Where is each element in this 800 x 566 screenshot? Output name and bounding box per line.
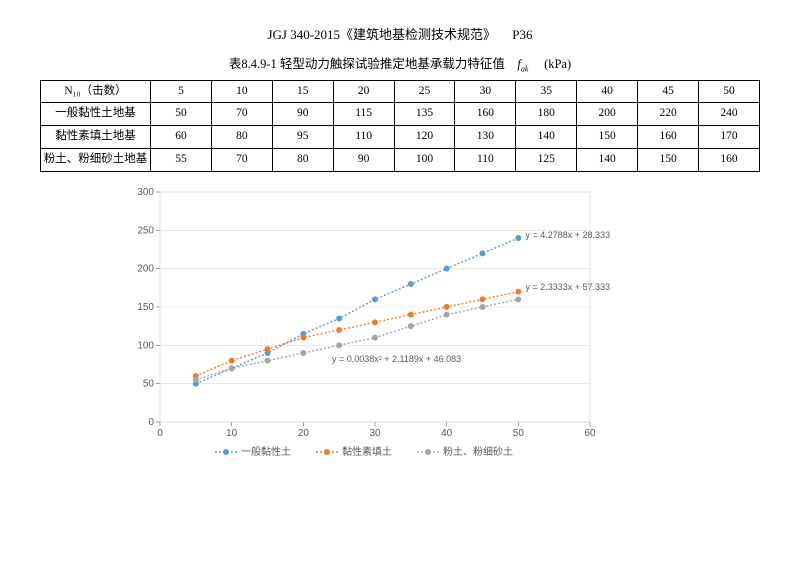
cell: 170 (699, 126, 760, 149)
svg-text:20: 20 (298, 428, 310, 439)
svg-text:50: 50 (513, 428, 525, 439)
header-cell: 10 (211, 80, 272, 103)
chart-container: 0 50 100 150 200 250 300 0 10 20 30 40 50 60 y = 4.278… (120, 182, 680, 467)
svg-text:200: 200 (137, 263, 154, 274)
svg-text:y = 4.2788x + 28.333: y = 4.2788x + 28.333 (526, 230, 611, 240)
page-ref: P36 (512, 27, 532, 42)
line-chart: 0 50 100 150 200 250 300 0 10 20 30 40 50 60 y = 4.278… (120, 182, 680, 467)
header-cell: 15 (272, 80, 333, 103)
cell: 110 (455, 148, 516, 171)
cell: 135 (394, 103, 455, 126)
cell: 60 (151, 126, 212, 149)
cell: 100 (394, 148, 455, 171)
cell: 140 (516, 126, 577, 149)
svg-text:150: 150 (137, 302, 154, 313)
cell: 90 (272, 103, 333, 126)
row-label: 粉土、粉细砂土地基 (41, 148, 151, 171)
table-row: 一般黏性土地基 50 70 90 115 135 160 180 200 220… (41, 103, 760, 126)
header-cell: 45 (638, 80, 699, 103)
cell: 180 (516, 103, 577, 126)
cell: 50 (151, 103, 212, 126)
bearing-capacity-table: N₁₀（击数） 5 10 15 20 25 30 35 40 45 50 一般黏… (40, 80, 760, 172)
cell: 200 (577, 103, 638, 126)
header-cell: 40 (577, 80, 638, 103)
svg-text:0: 0 (148, 417, 154, 428)
svg-text:一般黏性土: 一般黏性土 (241, 445, 291, 458)
header-cell: 20 (333, 80, 394, 103)
cell: 140 (577, 148, 638, 171)
cell: 55 (151, 148, 212, 171)
table-row: 粉土、粉细砂土地基 55 70 80 90 100 110 125 140 15… (41, 148, 760, 171)
svg-text:60: 60 (584, 428, 596, 439)
row-label: 黏性素填土地基 (41, 126, 151, 149)
cell: 115 (333, 103, 394, 126)
table-row: 黏性素填土地基 60 80 95 110 120 130 140 150 160… (41, 126, 760, 149)
symbol-sub: ak (521, 65, 529, 74)
table-caption: 表8.4.9-1 轻型动力触探试验推定地基承载力特征值 fak (kPa) (40, 53, 760, 74)
cell: 150 (577, 126, 638, 149)
cell: 110 (333, 126, 394, 149)
svg-text:粉土、粉细砂土: 粉土、粉细砂土 (443, 445, 513, 458)
header-cell: 35 (516, 80, 577, 103)
cell: 90 (333, 148, 394, 171)
svg-text:y = 0.0038x² + 2.1189x + 46.08: y = 0.0038x² + 2.1189x + 46.083 (332, 354, 461, 364)
header-first-cell: N₁₀（击数） (41, 80, 151, 103)
cell: 80 (211, 126, 272, 149)
svg-text:10: 10 (226, 428, 238, 439)
header-cell: 5 (151, 80, 212, 103)
cell: 70 (211, 103, 272, 126)
header-cell: 50 (699, 80, 760, 103)
header-cell: 30 (455, 80, 516, 103)
cell: 150 (638, 148, 699, 171)
svg-text:0: 0 (157, 428, 163, 439)
cell: 125 (516, 148, 577, 171)
row-label: 一般黏性土地基 (41, 103, 151, 126)
cell: 160 (699, 148, 760, 171)
cell: 80 (272, 148, 333, 171)
cell: 240 (699, 103, 760, 126)
svg-text:300: 300 (137, 187, 154, 198)
svg-text:50: 50 (143, 378, 155, 389)
cell: 130 (455, 126, 516, 149)
doc-header: JGJ 340-2015《建筑地基检测技术规范》 P36 (40, 24, 760, 43)
svg-text:100: 100 (137, 340, 154, 351)
svg-text:y = 2.3333x + 57.333: y = 2.3333x + 57.333 (526, 282, 611, 292)
cell: 95 (272, 126, 333, 149)
svg-text:黏性素填土: 黏性素填土 (342, 445, 392, 458)
header-cell: 25 (394, 80, 455, 103)
cell: 120 (394, 126, 455, 149)
table-header-row: N₁₀（击数） 5 10 15 20 25 30 35 40 45 50 (41, 80, 760, 103)
cell: 160 (455, 103, 516, 126)
cell: 220 (638, 103, 699, 126)
standard-code: JGJ 340-2015《建筑地基检测技术规范》 (267, 27, 496, 42)
svg-text:30: 30 (369, 428, 381, 439)
caption-unit: (kPa) (544, 57, 571, 71)
caption-prefix: 表8.4.9-1 轻型动力触探试验推定地基承载力特征值 (229, 57, 505, 71)
svg-text:40: 40 (441, 428, 453, 439)
svg-text:250: 250 (137, 225, 154, 236)
cell: 70 (211, 148, 272, 171)
cell: 160 (638, 126, 699, 149)
